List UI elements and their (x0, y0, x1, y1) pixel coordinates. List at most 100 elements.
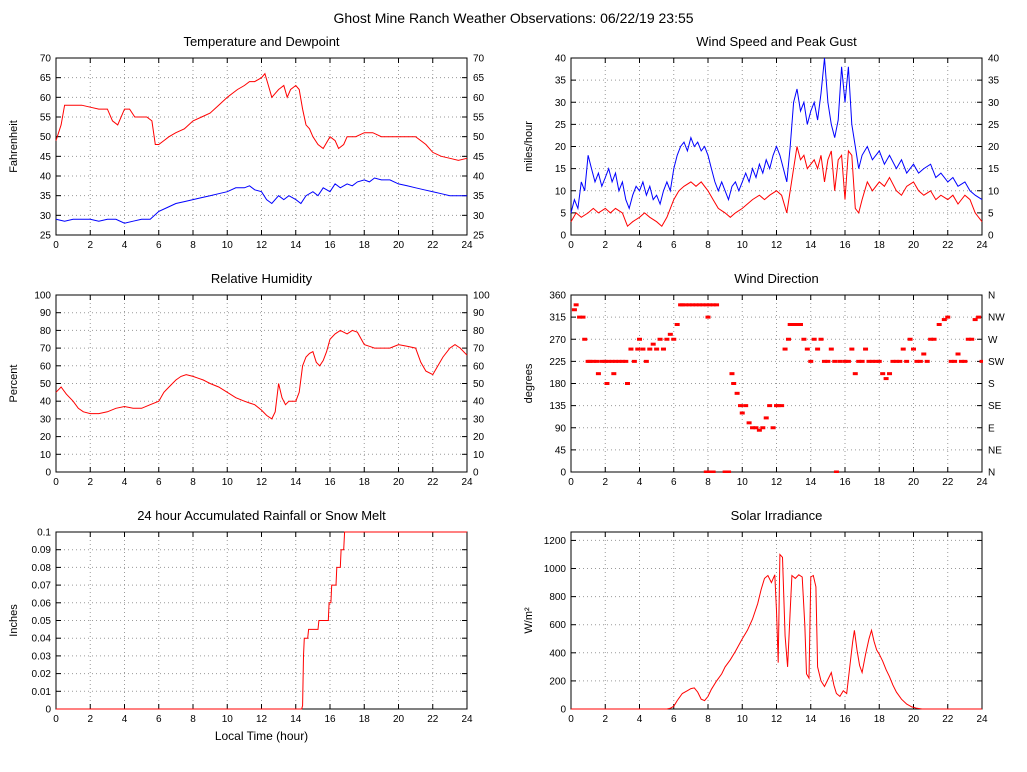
svg-text:8: 8 (705, 477, 711, 488)
svg-text:20: 20 (40, 432, 52, 443)
svg-text:20: 20 (393, 714, 405, 725)
svg-text:12: 12 (771, 240, 783, 251)
svg-text:20: 20 (393, 477, 405, 488)
svg-text:2: 2 (602, 714, 608, 725)
svg-text:10: 10 (555, 186, 567, 197)
svg-text:0: 0 (568, 477, 574, 488)
svg-text:30: 30 (988, 98, 1000, 109)
svg-text:18: 18 (874, 240, 886, 251)
svg-text:Percent: Percent (8, 365, 20, 403)
svg-text:4: 4 (122, 240, 128, 251)
svg-text:10: 10 (737, 477, 749, 488)
svg-text:40: 40 (473, 397, 485, 408)
svg-text:24: 24 (976, 477, 988, 488)
svg-text:800: 800 (549, 592, 566, 603)
chart-title-wind-direction: Wind Direction (734, 271, 819, 286)
svg-text:15: 15 (555, 164, 567, 175)
svg-text:15: 15 (988, 164, 1000, 175)
svg-text:70: 70 (473, 54, 485, 65)
svg-text:10: 10 (40, 450, 52, 461)
svg-text:24: 24 (461, 240, 473, 251)
svg-text:0.02: 0.02 (32, 669, 52, 680)
svg-text:0: 0 (560, 705, 566, 716)
svg-text:16: 16 (839, 240, 851, 251)
svg-text:60: 60 (473, 361, 485, 372)
chart-wind-speed-gust: Wind Speed and Peak Gust 0 2 4 6 8 10 12 14 16 18… (519, 34, 1024, 257)
svg-text:18: 18 (874, 477, 886, 488)
svg-text:0.09: 0.09 (32, 545, 52, 556)
x-axis-label-local-time: Local Time (hour) (214, 729, 309, 743)
svg-text:14: 14 (805, 240, 817, 251)
chart-temperature-dewpoint: Temperature and Dewpoint 0 2 4 6 8 10 12 14 16 18… (4, 34, 509, 257)
svg-text:2: 2 (87, 714, 93, 725)
svg-text:20: 20 (393, 240, 405, 251)
svg-text:0.04: 0.04 (32, 634, 52, 645)
svg-text:N: N (988, 291, 995, 302)
svg-text:22: 22 (427, 240, 439, 251)
svg-text:4: 4 (122, 714, 128, 725)
svg-text:0: 0 (45, 705, 51, 716)
svg-text:0: 0 (45, 468, 51, 479)
svg-text:12: 12 (256, 477, 268, 488)
svg-text:14: 14 (290, 477, 302, 488)
svg-text:16: 16 (839, 714, 851, 725)
chart-title-temperature-dewpoint: Temperature and Dewpoint (183, 34, 340, 49)
svg-text:10: 10 (737, 714, 749, 725)
svg-text:70: 70 (40, 54, 52, 65)
svg-text:16: 16 (324, 477, 336, 488)
svg-text:16: 16 (324, 714, 336, 725)
svg-text:35: 35 (473, 191, 485, 202)
svg-text:16: 16 (839, 477, 851, 488)
svg-text:25: 25 (40, 231, 52, 242)
svg-text:80: 80 (473, 326, 485, 337)
svg-text:20: 20 (555, 142, 567, 153)
svg-text:N: N (988, 468, 995, 479)
svg-text:55: 55 (40, 113, 52, 124)
svg-text:0: 0 (568, 714, 574, 725)
svg-text:0: 0 (560, 468, 566, 479)
svg-text:4: 4 (122, 477, 128, 488)
svg-text:20: 20 (908, 240, 920, 251)
svg-text:25: 25 (555, 120, 567, 131)
svg-text:180: 180 (549, 379, 566, 390)
svg-text:35: 35 (40, 191, 52, 202)
svg-text:12: 12 (256, 240, 268, 251)
svg-text:45: 45 (473, 152, 485, 163)
svg-text:70: 70 (40, 344, 52, 355)
svg-text:10: 10 (222, 240, 234, 251)
svg-text:600: 600 (549, 620, 566, 631)
svg-text:0.05: 0.05 (32, 616, 52, 627)
svg-text:8: 8 (190, 477, 196, 488)
svg-text:30: 30 (40, 414, 52, 425)
svg-text:degrees: degrees (523, 363, 535, 403)
svg-text:14: 14 (805, 477, 817, 488)
svg-text:50: 50 (40, 132, 52, 143)
svg-text:22: 22 (942, 477, 954, 488)
svg-text:0: 0 (53, 477, 59, 488)
svg-text:90: 90 (40, 308, 52, 319)
svg-text:45: 45 (40, 152, 52, 163)
svg-text:12: 12 (256, 714, 268, 725)
svg-text:NW: NW (988, 313, 1005, 324)
svg-text:1000: 1000 (544, 564, 567, 575)
svg-text:S: S (988, 379, 995, 390)
svg-text:8: 8 (190, 240, 196, 251)
svg-text:8: 8 (190, 714, 196, 725)
svg-text:6: 6 (156, 240, 162, 251)
svg-text:60: 60 (40, 361, 52, 372)
svg-text:10: 10 (222, 477, 234, 488)
svg-text:miles/hour: miles/hour (523, 121, 535, 172)
svg-text:18: 18 (359, 240, 371, 251)
chart-title-solar-irradiance: Solar Irradiance (730, 508, 823, 523)
svg-text:100: 100 (34, 291, 51, 302)
svg-text:W: W (988, 335, 998, 346)
svg-text:0: 0 (53, 714, 59, 725)
svg-text:10: 10 (473, 450, 485, 461)
svg-text:400: 400 (549, 648, 566, 659)
svg-text:14: 14 (290, 714, 302, 725)
svg-text:E: E (988, 423, 995, 434)
svg-text:6: 6 (671, 714, 677, 725)
svg-text:14: 14 (805, 714, 817, 725)
